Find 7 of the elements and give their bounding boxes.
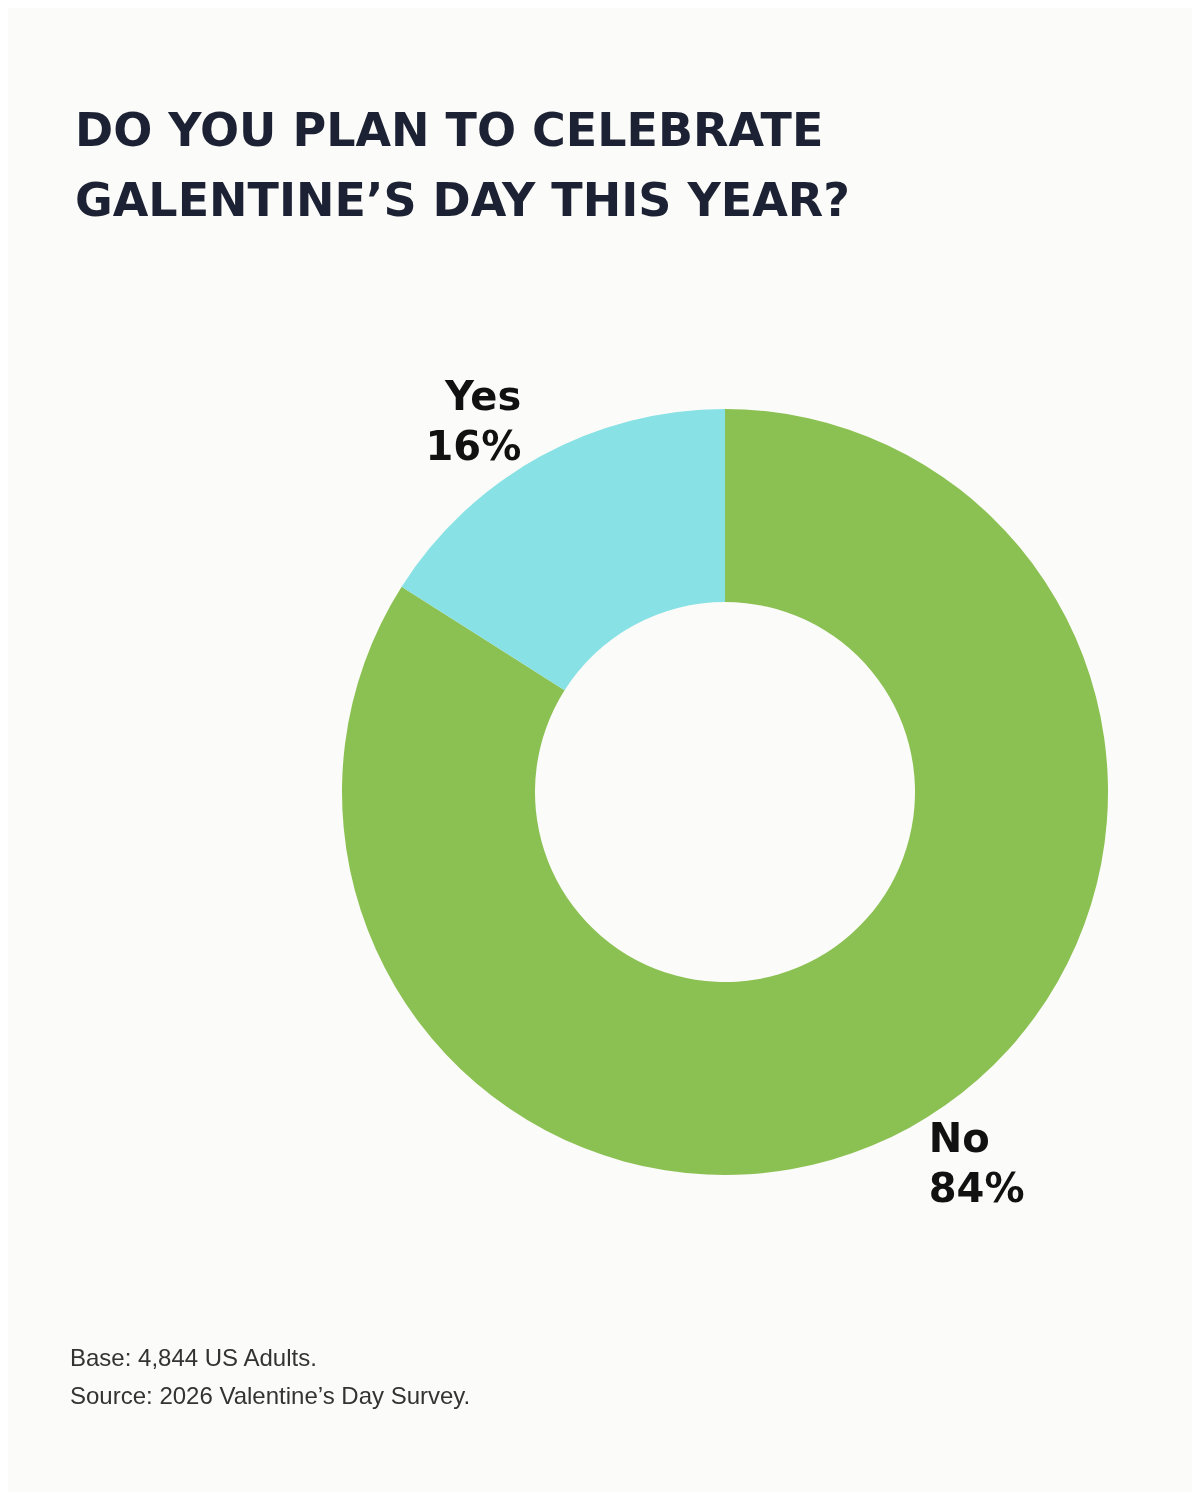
chart-title: DO YOU PLAN TO CELEBRATE GALENTINE’S DAY THIS YEAR? bbox=[75, 103, 850, 227]
slice-label: No bbox=[928, 1114, 990, 1161]
source-note: Source: 2026 Valentine’s Day Survey. bbox=[70, 1381, 471, 1409]
data-label: 84% bbox=[928, 1164, 1025, 1211]
slice-label: Yes bbox=[443, 373, 522, 420]
text: Base: 4,844 US Adults. bbox=[70, 1343, 317, 1371]
data-label: 16% bbox=[425, 423, 522, 470]
